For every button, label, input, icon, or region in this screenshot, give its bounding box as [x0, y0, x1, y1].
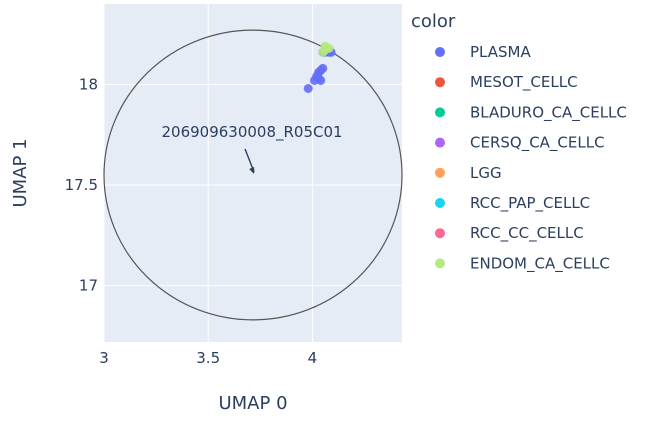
legend-item[interactable]: LGG — [435, 164, 502, 182]
legend-item[interactable]: ENDOM_CA_CELLC — [435, 254, 610, 273]
scatter-point[interactable] — [324, 43, 334, 53]
legend-label: RCC_CC_CELLC — [470, 224, 584, 243]
plot-area — [104, 4, 402, 342]
x-tick-label: 4 — [308, 349, 318, 367]
y-tick-label: 17.5 — [65, 176, 98, 194]
annotation-layer: 206909630008_R05C01 — [161, 123, 343, 175]
legend-label: ENDOM_CA_CELLC — [470, 254, 610, 273]
legend-label: PLASMA — [470, 43, 531, 61]
legend-label: BLADURO_CA_CELLC — [470, 103, 627, 122]
legend-item[interactable]: BLADURO_CA_CELLC — [435, 103, 627, 122]
legend-marker — [435, 228, 445, 239]
legend-marker — [435, 167, 445, 178]
legend-marker — [435, 47, 445, 57]
legend-label: CERSQ_CA_CELLC — [470, 134, 605, 153]
legend-label: LGG — [470, 164, 502, 182]
shape-layer — [103, 29, 403, 321]
grid-lines — [103, 4, 402, 342]
x-axis-title: UMAP 0 — [218, 393, 287, 414]
annotation-label: 206909630008_R05C01 — [161, 123, 342, 142]
scatter-point[interactable] — [303, 84, 313, 93]
x-tick-label: 3.5 — [196, 349, 220, 367]
scatter-point[interactable] — [318, 63, 328, 73]
y-tick-label: 17 — [79, 277, 98, 295]
legend-item[interactable]: PLASMA — [435, 43, 531, 61]
legend-item[interactable]: RCC_CC_CELLC — [435, 224, 584, 243]
legend-marker — [435, 137, 445, 148]
legend-marker — [435, 77, 445, 88]
legend-item[interactable]: RCC_PAP_CELLC — [435, 194, 590, 213]
y-tick-label: 18 — [79, 75, 98, 93]
legend-marker — [435, 198, 445, 208]
legend-title: color — [411, 11, 456, 32]
scatter-point[interactable] — [316, 75, 326, 85]
legend-item[interactable]: CERSQ_CA_CELLC — [435, 134, 605, 153]
legend-marker — [435, 107, 445, 118]
circle-shape — [103, 29, 403, 321]
legend-label: MESOT_CELLC — [470, 73, 578, 92]
legend-marker — [435, 258, 445, 269]
x-tick-label: 3 — [99, 349, 109, 367]
tick-labels: 3 3.5 4 17 17.5 18 — [65, 75, 318, 367]
scatter-points — [303, 41, 336, 93]
legend[interactable]: PLASMA MESOT_CELLC BLADURO_CA_CELLC CERSQ_C… — [435, 43, 627, 273]
legend-item[interactable]: MESOT_CELLC — [435, 73, 578, 92]
legend-label: RCC_PAP_CELLC — [470, 194, 590, 213]
y-axis-title: UMAP 1 — [10, 138, 31, 207]
annotation-arrow-head — [249, 167, 255, 175]
